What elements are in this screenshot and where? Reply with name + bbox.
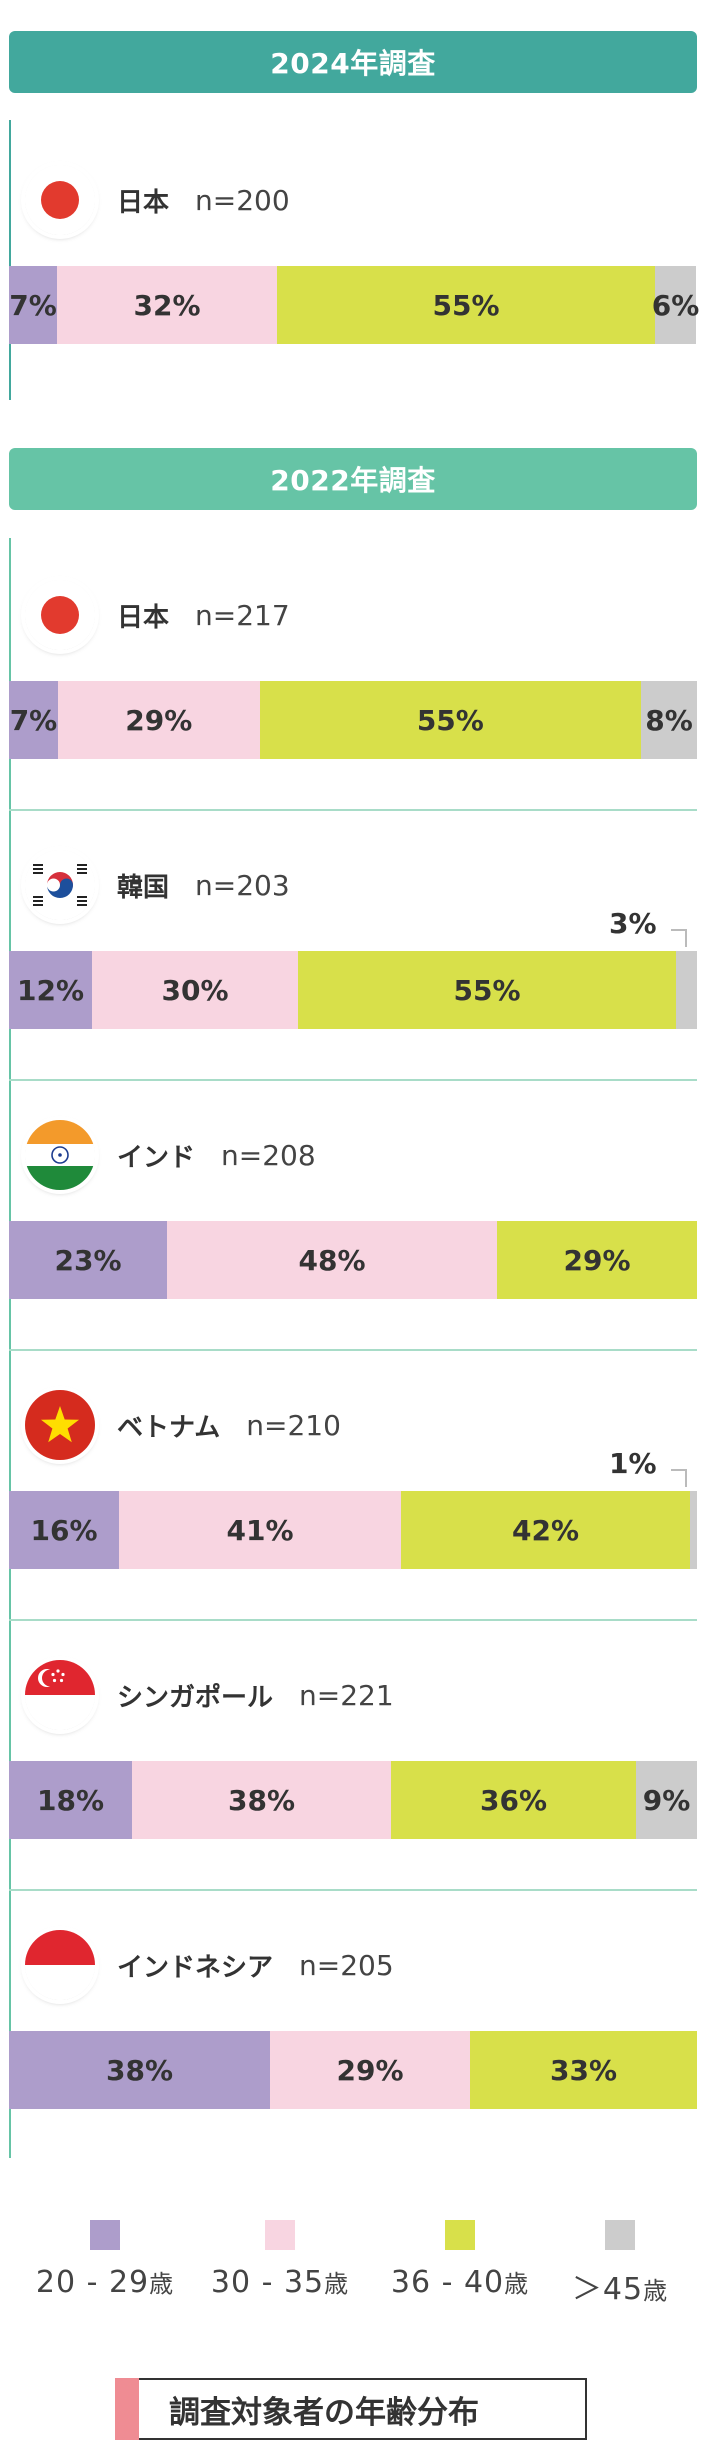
korea-flag-icon <box>25 850 95 920</box>
row-separator <box>9 1619 697 1621</box>
bar-segment-3035: 32% <box>57 266 277 344</box>
bar-segment-45 <box>690 1491 697 1569</box>
sample-size: n=205 <box>299 1948 394 1982</box>
caption-accent-bar <box>115 2378 139 2440</box>
legend-item-45-plus: ＞45歳 <box>540 2220 700 2308</box>
indonesia-flag-icon <box>25 1930 95 2000</box>
bar-segment-3640: 55% <box>259 681 642 759</box>
legend-swatch <box>445 2220 475 2250</box>
country-name: 日本 <box>117 187 170 218</box>
country-row-header: シンガポール n=221 <box>25 1655 394 1735</box>
singapore-flag-icon <box>25 1660 95 1730</box>
bar-segment-3035: 38% <box>132 1761 391 1839</box>
bar-segment-3640: 42% <box>401 1491 690 1569</box>
legend-swatch <box>605 2220 635 2250</box>
section-vertical-rule <box>9 120 11 400</box>
bar-segment-45: 6% <box>652 266 699 344</box>
chart-caption: 調査対象者の年齢分布 <box>115 2378 587 2440</box>
legend-label: 20 - 29歳 <box>35 2265 175 2300</box>
country-name: インド <box>117 1142 196 1173</box>
stacked-bar: 12% 30% 55% <box>9 951 697 1029</box>
bar-segment-45: 9% <box>636 1761 697 1839</box>
stacked-bar: 7% 32% 55% 6% <box>9 266 699 344</box>
legend-item-20-29: 20 - 29歳 <box>25 2220 185 2300</box>
japan-flag-icon <box>25 165 95 235</box>
sample-size: n=200 <box>195 183 290 217</box>
bar-segment-3035: 29% <box>57 681 260 759</box>
country-row-header: インドネシア n=205 <box>25 1925 394 2005</box>
country-row-header: 日本 n=200 <box>25 160 290 240</box>
data-label-callout: 3% <box>609 907 657 940</box>
country-row-header: 日本 n=217 <box>25 575 290 655</box>
row-separator <box>9 1079 697 1081</box>
legend-item-30-35: 30 - 35歳 <box>200 2220 360 2300</box>
section-header-2024: 2024年調査 <box>9 31 697 93</box>
bar-segment-3640: 36% <box>391 1761 636 1839</box>
bar-segment-3035: 48% <box>167 1221 497 1299</box>
bar-segment-2029: 7% <box>9 681 58 759</box>
country-row-header: ベトナム n=210 <box>25 1385 341 1465</box>
sample-size: n=210 <box>246 1408 341 1442</box>
sample-size: n=221 <box>299 1678 394 1712</box>
country-name: シンガポール <box>117 1682 274 1713</box>
country-name: インドネシア <box>117 1952 274 1983</box>
callout-leader-line <box>671 1469 687 1487</box>
legend: 20 - 29歳 30 - 35歳 36 - 40歳 ＞45歳 <box>0 2220 706 2310</box>
bar-segment-3640: 55% <box>277 266 655 344</box>
stacked-bar: 16% 41% 42% <box>9 1491 697 1569</box>
bar-segment-3035: 41% <box>119 1491 401 1569</box>
bar-segment-3640: 55% <box>298 951 676 1029</box>
country-name: 韓国 <box>117 872 170 903</box>
bar-segment-3640: 29% <box>497 1221 697 1299</box>
india-flag-icon <box>25 1120 95 1190</box>
row-separator <box>9 1349 697 1351</box>
country-row-header: インド n=208 <box>25 1115 316 1195</box>
sample-size: n=208 <box>221 1138 316 1172</box>
bar-segment-3035: 30% <box>92 951 298 1029</box>
japan-flag-icon <box>25 580 95 650</box>
section-header-2022: 2022年調査 <box>9 448 697 510</box>
country-name: ベトナム <box>117 1412 221 1443</box>
sample-size: n=203 <box>195 868 290 902</box>
section-vertical-rule <box>9 538 11 2158</box>
vietnam-flag-icon <box>25 1390 95 1460</box>
stacked-bar: 7% 29% 55% 8% <box>9 681 697 759</box>
legend-label: 36 - 40歳 <box>390 2265 530 2300</box>
bar-segment-2029: 23% <box>9 1221 167 1299</box>
stacked-bar: 23% 48% 29% <box>9 1221 697 1299</box>
bar-segment-2029: 16% <box>9 1491 119 1569</box>
legend-item-36-40: 36 - 40歳 <box>380 2220 540 2300</box>
country-name: 日本 <box>117 602 170 633</box>
legend-label: ＞45歳 <box>571 2272 669 2307</box>
bar-segment-3035: 29% <box>270 2031 470 2109</box>
stacked-bar: 38% 29% 33% <box>9 2031 697 2109</box>
bar-segment-2029: 12% <box>9 951 92 1029</box>
caption-text: 調査対象者の年齢分布 <box>169 2394 479 2431</box>
callout-leader-line <box>671 929 687 947</box>
country-row-header: 韓国 n=203 <box>25 845 290 925</box>
bar-segment-45 <box>676 951 697 1029</box>
bar-segment-2029: 7% <box>9 266 57 344</box>
bar-segment-2029: 18% <box>9 1761 132 1839</box>
legend-swatch <box>90 2220 120 2250</box>
bar-segment-45: 8% <box>641 681 697 759</box>
row-separator <box>9 1889 697 1891</box>
bar-segment-3640: 33% <box>470 2031 697 2109</box>
legend-swatch <box>265 2220 295 2250</box>
row-separator <box>9 809 697 811</box>
data-label-callout: 1% <box>609 1447 657 1480</box>
legend-label: 30 - 35歳 <box>210 2265 350 2300</box>
stacked-bar: 18% 38% 36% 9% <box>9 1761 697 1839</box>
sample-size: n=217 <box>195 598 290 632</box>
bar-segment-2029: 38% <box>9 2031 270 2109</box>
